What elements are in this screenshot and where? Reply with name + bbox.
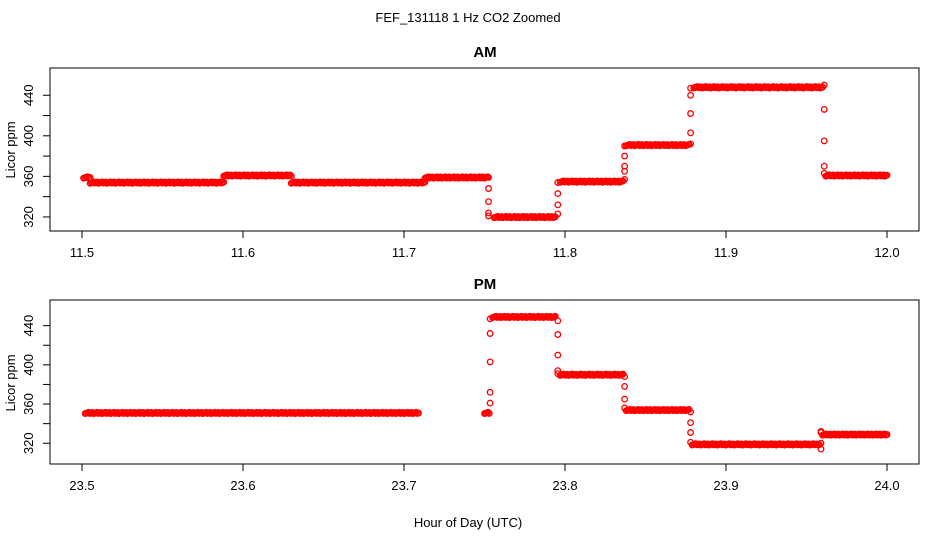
data-point (883, 171, 891, 179)
data-point (415, 409, 422, 417)
data-point (554, 370, 562, 378)
data-point (820, 81, 828, 89)
panel-am-x-axis: 11.5 11.6 11.7 11.8 11.9 12.0 (70, 230, 900, 260)
data-point (484, 408, 492, 416)
panel-am-title: AM (473, 44, 496, 61)
panel-am-points (80, 81, 891, 222)
y-tick-label: 320 (21, 432, 36, 454)
data-point (621, 152, 629, 160)
data-point (554, 317, 562, 325)
data-point (554, 331, 562, 338)
data-point (687, 438, 695, 446)
data-point (687, 140, 695, 148)
data-point (621, 373, 629, 381)
data-point (687, 419, 695, 427)
data-point (485, 212, 492, 220)
data-point (486, 399, 494, 407)
panel-pm-ylabel: Licor ppm (3, 354, 18, 411)
panel-am-ylabel: Licor ppm (3, 121, 18, 178)
panel-pm-y-axis: 320 360 400 440 (21, 315, 51, 454)
data-point (820, 162, 828, 170)
data-point (554, 179, 562, 186)
x-tick-label: 12.0 (874, 245, 899, 260)
panel-pm: PM 23.5 23.6 23.7 23.8 23.9 24.0 320 360 400 440… (3, 276, 920, 493)
panel-pm-x-axis: 23.5 23.6 23.7 23.8 23.9 24.0 (69, 463, 900, 493)
x-tick-label: 11.6 (231, 245, 255, 260)
data-point (621, 142, 629, 150)
data-point (820, 169, 828, 177)
x-tick-label: 23.6 (230, 478, 255, 493)
x-tick-label: 11.8 (553, 245, 577, 260)
data-point (485, 209, 492, 217)
data-point (554, 201, 562, 209)
data-point (820, 137, 828, 145)
y-tick-label: 400 (21, 125, 36, 147)
data-point (486, 330, 494, 337)
data-point (486, 388, 494, 396)
data-point (485, 198, 492, 206)
y-tick-label: 440 (21, 84, 36, 106)
data-point (485, 173, 492, 181)
x-tick-label: 23.9 (713, 478, 738, 493)
figure-xlabel: Hour of Day (UTC) (414, 515, 522, 530)
data-point (554, 351, 562, 359)
data-point (621, 175, 629, 183)
panel-pm-plot-box (49, 299, 920, 465)
data-point (485, 409, 493, 417)
data-point (485, 185, 492, 192)
data-point (817, 439, 825, 447)
data-point (554, 210, 562, 218)
x-tick-label: 23.7 (391, 478, 416, 493)
panel-pm-points (81, 312, 891, 453)
y-tick-label: 400 (21, 354, 36, 376)
panel-am-y-axis: 320 360 400 440 (21, 84, 51, 228)
data-point (286, 171, 294, 179)
y-tick-label: 320 (21, 206, 36, 228)
data-point (486, 315, 494, 323)
x-tick-label: 24.0 (874, 478, 899, 493)
data-point (621, 382, 629, 390)
x-tick-label: 11.5 (70, 245, 94, 260)
data-point (287, 172, 295, 180)
y-tick-label: 360 (21, 166, 36, 188)
data-point (554, 190, 562, 198)
panel-am: AM 11.5 11.6 11.7 11.8 11.9 12.0 320 360 400 440… (3, 44, 920, 260)
data-point (621, 395, 629, 403)
data-point (817, 429, 825, 436)
data-point (554, 367, 562, 375)
data-point (687, 91, 695, 99)
figure-title: FEF_131118 1 Hz CO2 Zoomed (375, 10, 560, 25)
x-tick-label: 23.5 (69, 478, 94, 493)
data-point (687, 408, 695, 416)
data-point (687, 110, 695, 117)
panel-am-plot-box (49, 67, 920, 232)
x-tick-label: 11.7 (392, 245, 416, 260)
data-point (621, 162, 629, 170)
y-tick-label: 440 (21, 315, 36, 337)
data-point (687, 429, 695, 436)
data-point (820, 105, 828, 113)
x-tick-label: 11.9 (714, 245, 738, 260)
data-point (819, 83, 827, 91)
x-tick-label: 23.8 (552, 478, 577, 493)
y-tick-label: 360 (21, 393, 36, 415)
data-point (687, 129, 695, 137)
data-point (619, 177, 627, 185)
data-point (486, 358, 494, 366)
data-point (621, 404, 629, 412)
data-point (687, 84, 695, 92)
data-point (883, 431, 891, 438)
panel-pm-title: PM (474, 276, 497, 293)
